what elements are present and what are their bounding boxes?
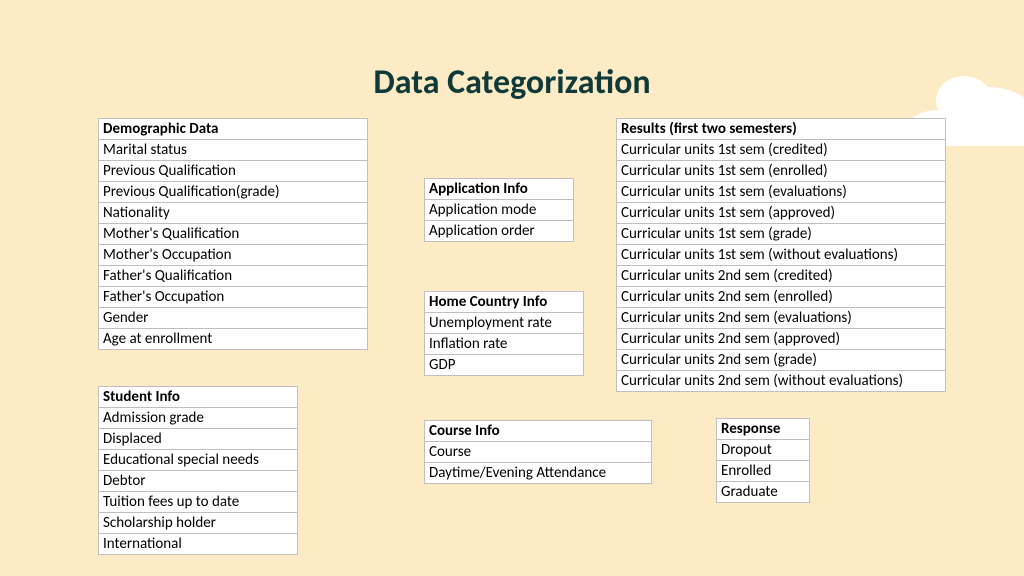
group-header: Student Info [99, 387, 298, 408]
group-item: Scholarship holder [99, 513, 298, 534]
group-item: Educational special needs [99, 450, 298, 471]
group-response: ResponseDropoutEnrolledGraduate [716, 418, 810, 503]
group-item: Inflation rate [425, 334, 584, 355]
group-item: Tuition fees up to date [99, 492, 298, 513]
group-item: Debtor [99, 471, 298, 492]
group-header: Demographic Data [99, 119, 368, 140]
group-item: Dropout [717, 440, 810, 461]
group-item: Curricular units 2nd sem (evaluations) [617, 308, 946, 329]
group-header: Response [717, 419, 810, 440]
group-item: Marital status [99, 140, 368, 161]
group-item: Curricular units 2nd sem (without evalua… [617, 371, 946, 392]
group-item: Curricular units 1st sem (approved) [617, 203, 946, 224]
group-item: Curricular units 2nd sem (credited) [617, 266, 946, 287]
group-item: Nationality [99, 203, 368, 224]
group-item: Age at enrollment [99, 329, 368, 350]
group-item: Curricular units 2nd sem (enrolled) [617, 287, 946, 308]
group-item: Curricular units 2nd sem (grade) [617, 350, 946, 371]
group-item: Application mode [425, 200, 574, 221]
group-course-info: Course InfoCourseDaytime/Evening Attenda… [424, 420, 652, 484]
group-item: Unemployment rate [425, 313, 584, 334]
group-item: Father's Occupation [99, 287, 368, 308]
group-item: Graduate [717, 482, 810, 503]
group-item: Previous Qualification [99, 161, 368, 182]
group-item: Curricular units 1st sem (evaluations) [617, 182, 946, 203]
group-header: Application Info [425, 179, 574, 200]
group-home-country-info: Home Country InfoUnemployment rateInflat… [424, 291, 584, 376]
group-item: Previous Qualification(grade) [99, 182, 368, 203]
group-header: Home Country Info [425, 292, 584, 313]
group-item: Curricular units 1st sem (enrolled) [617, 161, 946, 182]
group-item: Gender [99, 308, 368, 329]
group-application-info: Application InfoApplication modeApplicat… [424, 178, 574, 242]
page-title: Data Categorization [0, 62, 1024, 103]
group-item: Mother's Occupation [99, 245, 368, 266]
group-item: Curricular units 1st sem (credited) [617, 140, 946, 161]
group-header: Results (first two semesters) [617, 119, 946, 140]
group-item: Application order [425, 221, 574, 242]
group-item: International [99, 534, 298, 555]
group-demographic: Demographic DataMarital statusPrevious Q… [98, 118, 368, 350]
group-item: Course [425, 442, 652, 463]
group-student-info: Student InfoAdmission gradeDisplacedEduc… [98, 386, 298, 555]
group-results: Results (first two semesters)Curricular … [616, 118, 946, 392]
group-item: Curricular units 1st sem (without evalua… [617, 245, 946, 266]
group-item: Enrolled [717, 461, 810, 482]
group-item: Father's Qualification [99, 266, 368, 287]
group-item: GDP [425, 355, 584, 376]
group-item: Curricular units 1st sem (grade) [617, 224, 946, 245]
canvas: Data Categorization Demographic DataMari… [0, 0, 1024, 576]
group-header: Course Info [425, 421, 652, 442]
group-item: Curricular units 2nd sem (approved) [617, 329, 946, 350]
group-item: Mother's Qualification [99, 224, 368, 245]
group-item: Admission grade [99, 408, 298, 429]
group-item: Daytime/Evening Attendance [425, 463, 652, 484]
group-item: Displaced [99, 429, 298, 450]
